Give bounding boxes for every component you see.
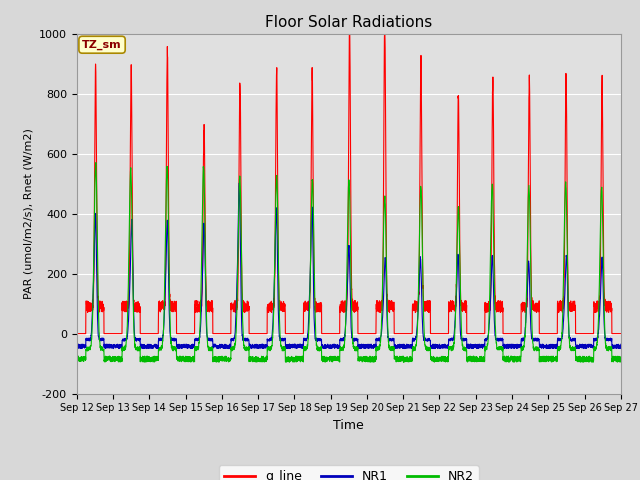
Line: NR2: NR2 xyxy=(77,163,621,362)
NR2 xyxy=(617,359,625,365)
q_line xyxy=(412,310,419,315)
q_line xyxy=(617,331,625,336)
q_line xyxy=(225,331,232,336)
Title: Floor Solar Radiations: Floor Solar Radiations xyxy=(265,15,433,30)
q_line xyxy=(346,31,353,36)
NR2 xyxy=(400,359,408,365)
q_line xyxy=(566,302,573,308)
NR1 xyxy=(189,342,197,348)
q_line xyxy=(617,331,625,336)
NR2 xyxy=(189,354,197,360)
Text: TZ_sm: TZ_sm xyxy=(82,39,122,50)
NR2 xyxy=(566,339,573,345)
q_line xyxy=(508,331,516,336)
NR2 xyxy=(412,344,419,349)
NR1 xyxy=(402,345,410,350)
NR1 xyxy=(225,342,233,348)
NR1 xyxy=(617,343,625,349)
NR2 xyxy=(225,357,233,362)
Line: q_line: q_line xyxy=(77,34,621,334)
X-axis label: Time: Time xyxy=(333,419,364,432)
NR1 xyxy=(236,180,243,186)
NR1 xyxy=(566,333,573,339)
Y-axis label: PAR (umol/m2/s), Rnet (W/m2): PAR (umol/m2/s), Rnet (W/m2) xyxy=(24,128,33,299)
NR1 xyxy=(73,343,81,348)
NR1 xyxy=(143,346,150,351)
Line: NR1: NR1 xyxy=(77,183,621,348)
q_line xyxy=(402,331,410,336)
NR2 xyxy=(402,355,410,361)
NR1 xyxy=(412,336,419,342)
Legend: q_line, NR1, NR2: q_line, NR1, NR2 xyxy=(219,465,479,480)
NR1 xyxy=(617,341,625,347)
q_line xyxy=(189,331,197,336)
NR2 xyxy=(73,358,81,363)
NR2 xyxy=(617,357,625,362)
NR2 xyxy=(92,160,100,166)
q_line xyxy=(73,331,81,336)
